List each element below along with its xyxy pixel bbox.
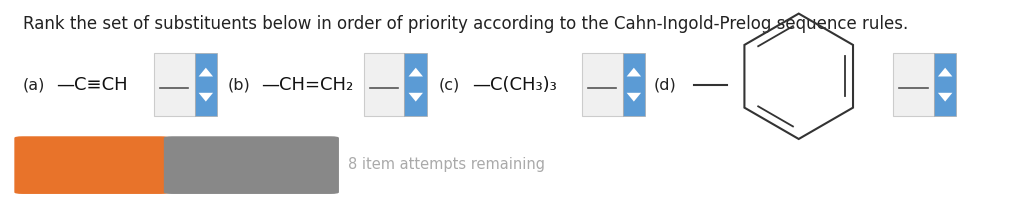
Text: (a): (a) (23, 77, 45, 92)
Text: Rank the set of substituents below in order of priority according to the Cahn-In: Rank the set of substituents below in or… (23, 15, 908, 33)
Text: Submit Answer: Submit Answer (29, 158, 155, 173)
Polygon shape (627, 93, 641, 102)
FancyBboxPatch shape (364, 53, 404, 116)
Text: (c): (c) (438, 77, 460, 92)
Text: 8 item attempts remaining: 8 item attempts remaining (348, 157, 545, 172)
Text: Try Another Version: Try Another Version (169, 158, 334, 173)
Text: —C≡CH: —C≡CH (56, 76, 128, 94)
FancyBboxPatch shape (164, 136, 339, 194)
Polygon shape (199, 93, 213, 102)
FancyBboxPatch shape (582, 53, 623, 116)
Text: —CH=CH₂: —CH=CH₂ (261, 76, 353, 94)
Polygon shape (938, 93, 952, 102)
Text: (b): (b) (227, 77, 250, 92)
Polygon shape (938, 68, 952, 76)
FancyBboxPatch shape (623, 53, 645, 116)
FancyBboxPatch shape (893, 53, 934, 116)
Text: (d): (d) (653, 77, 676, 92)
Polygon shape (627, 68, 641, 76)
FancyBboxPatch shape (195, 53, 217, 116)
FancyBboxPatch shape (14, 136, 169, 194)
FancyBboxPatch shape (404, 53, 427, 116)
Polygon shape (199, 68, 213, 76)
Polygon shape (409, 68, 423, 76)
FancyBboxPatch shape (934, 53, 956, 116)
Polygon shape (409, 93, 423, 102)
FancyBboxPatch shape (154, 53, 195, 116)
Text: —C(CH₃)₃: —C(CH₃)₃ (472, 76, 557, 94)
